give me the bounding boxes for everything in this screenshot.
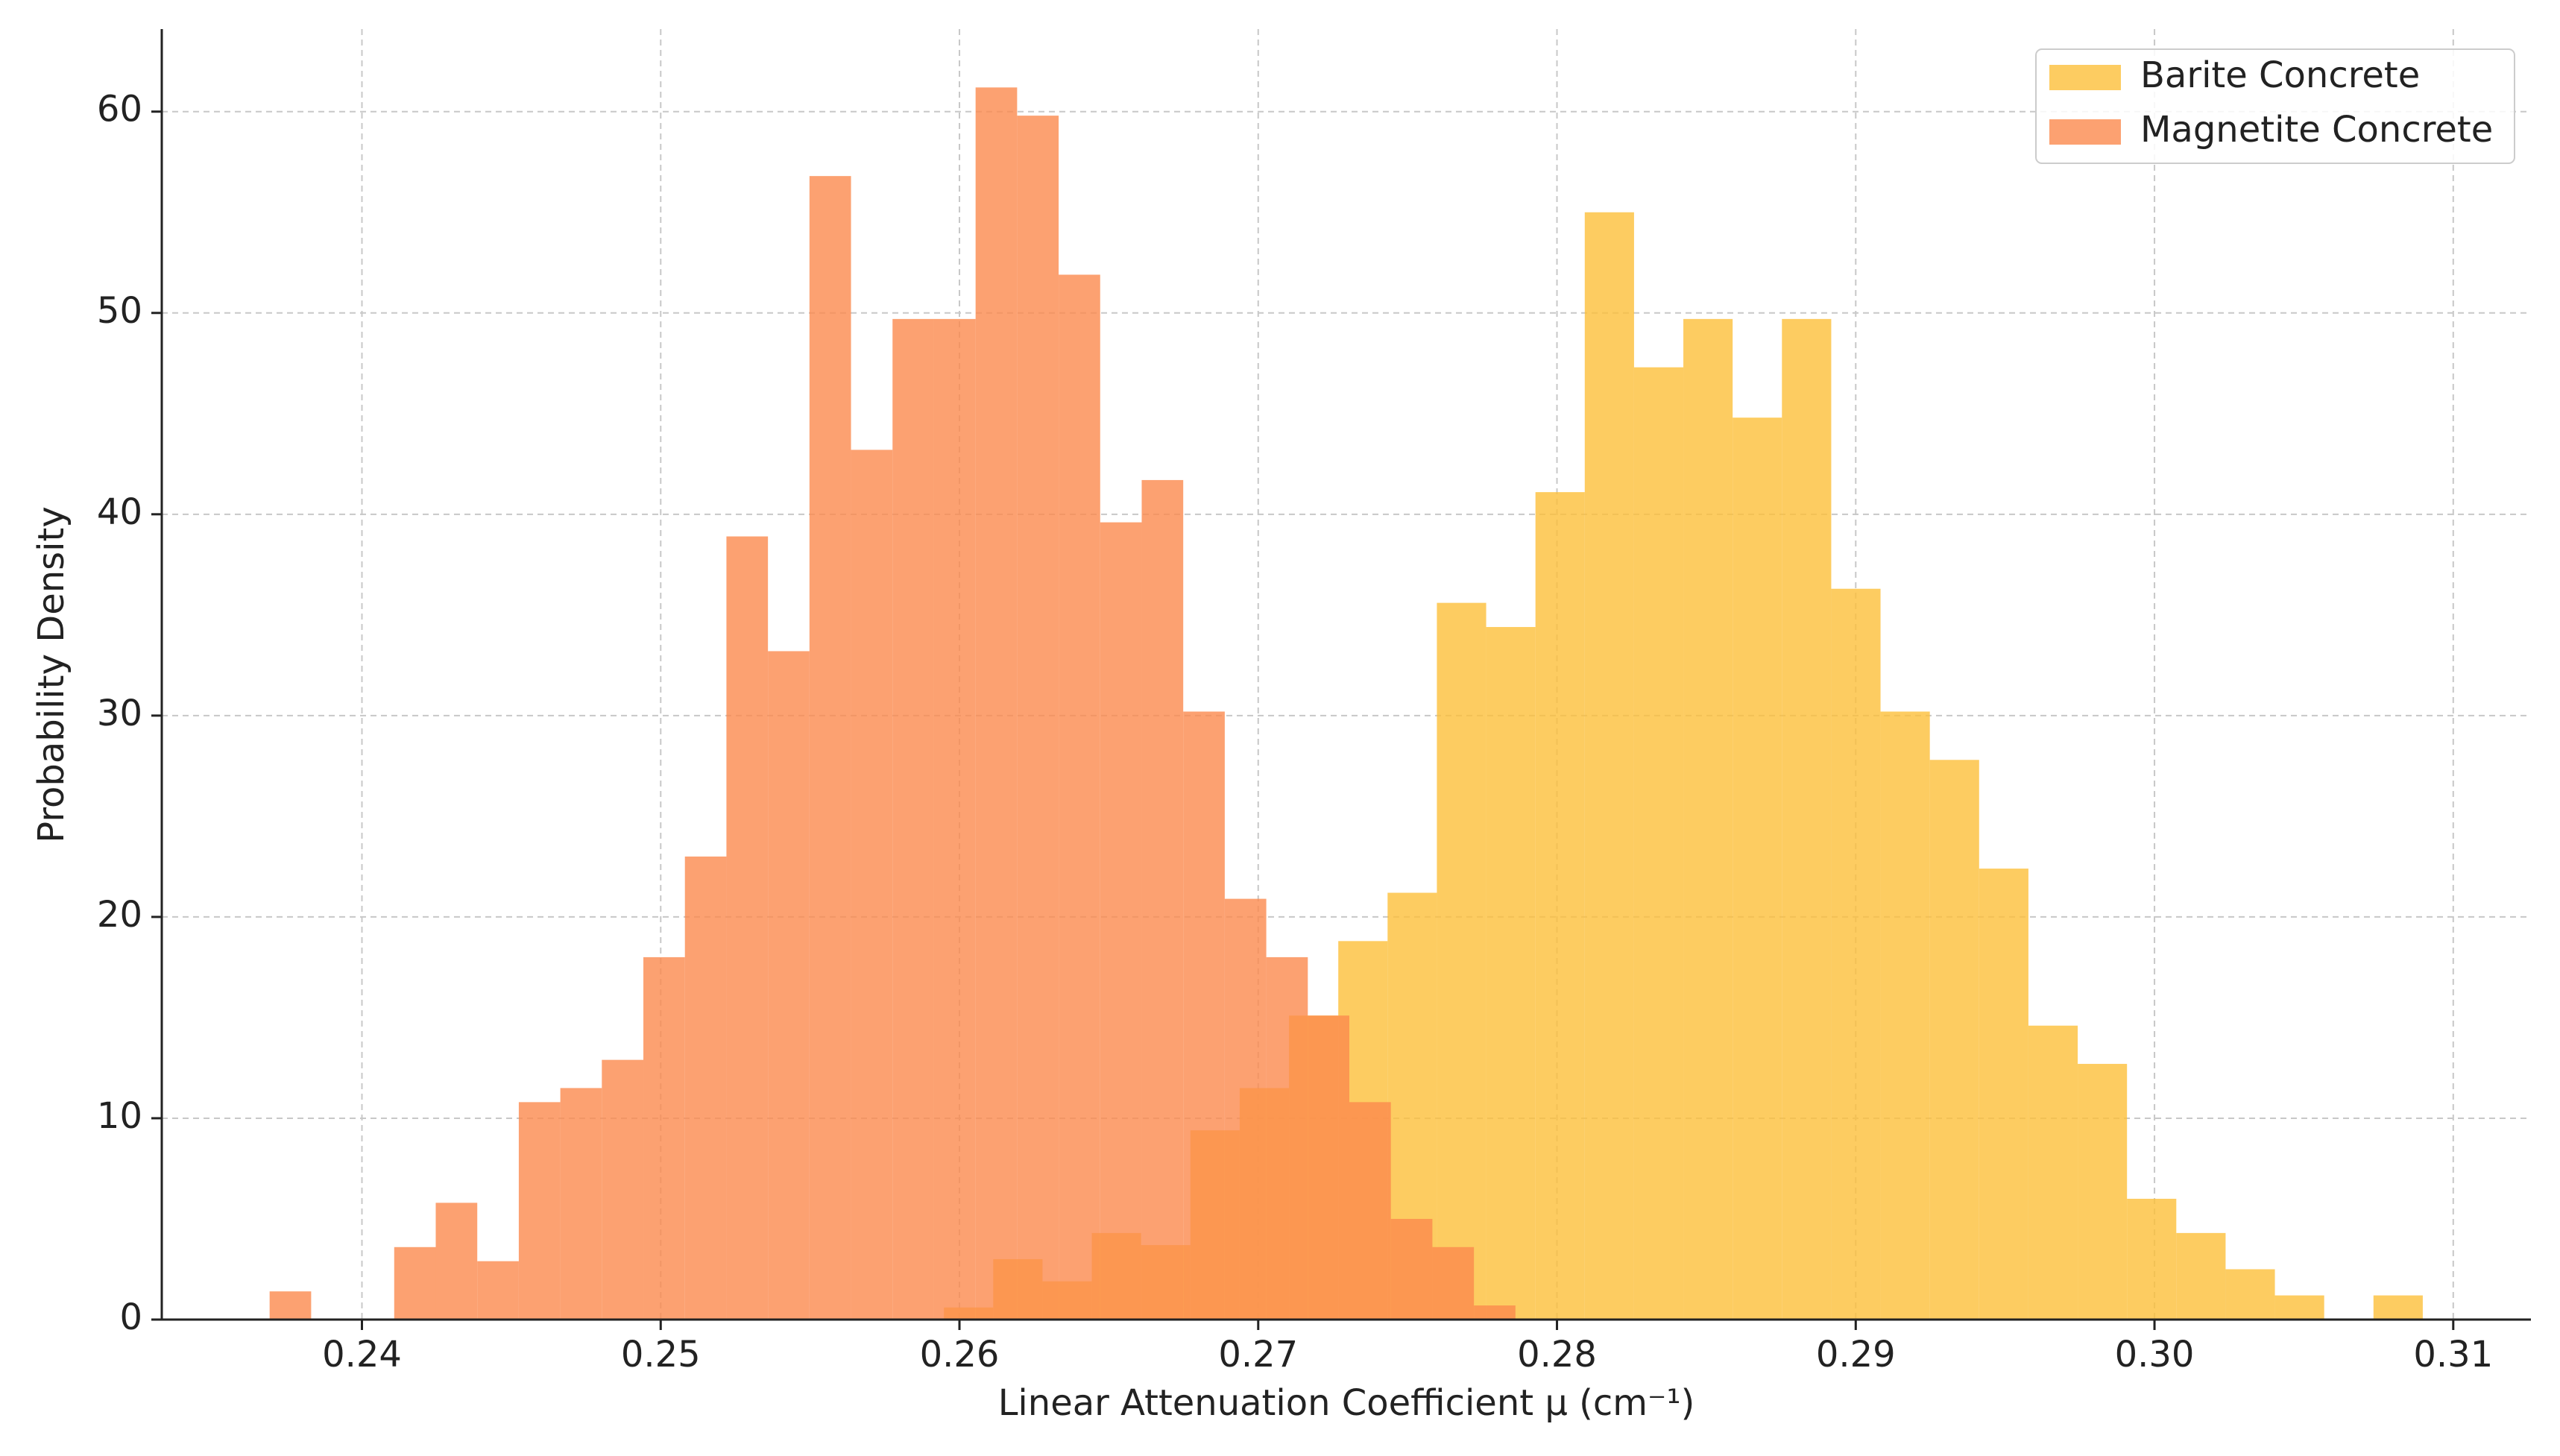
bar — [851, 450, 893, 1320]
bar — [1266, 957, 1308, 1320]
bar — [2373, 1295, 2423, 1320]
bar — [1349, 1102, 1391, 1320]
legend-swatch — [2049, 65, 2121, 90]
y-tick-label: 50 — [97, 290, 142, 332]
bar — [892, 318, 934, 1320]
bar — [602, 1059, 644, 1320]
x-tick-label: 0.25 — [621, 1334, 701, 1375]
x-tick-label: 0.28 — [1517, 1334, 1597, 1375]
y-tick-label: 40 — [97, 491, 142, 533]
bar — [394, 1247, 436, 1320]
bar — [933, 318, 976, 1320]
bar — [1782, 318, 1832, 1320]
bar — [1633, 367, 1684, 1320]
bar — [1831, 588, 1881, 1320]
bar — [1474, 1305, 1516, 1320]
bar — [1141, 479, 1184, 1320]
bar — [809, 176, 851, 1320]
bar — [560, 1088, 602, 1320]
bar — [1929, 760, 1979, 1320]
bar — [1683, 318, 1733, 1320]
x-tick-label: 0.31 — [2413, 1334, 2493, 1375]
y-tick-label: 30 — [97, 693, 142, 734]
legend-label: Barite Concrete — [2140, 54, 2420, 96]
bar — [1432, 1247, 1475, 1320]
x-tick-label: 0.24 — [322, 1334, 402, 1375]
bar — [1224, 898, 1267, 1320]
bar — [1733, 417, 1782, 1320]
bar — [2028, 1025, 2078, 1320]
x-tick-label: 0.30 — [2115, 1334, 2195, 1375]
y-tick-label: 0 — [119, 1296, 142, 1338]
y-tick-label: 10 — [97, 1095, 142, 1137]
bar — [435, 1203, 478, 1320]
bar — [684, 856, 727, 1320]
bar — [2078, 1064, 2128, 1320]
bar — [1100, 522, 1142, 1320]
x-tick-label: 0.27 — [1218, 1334, 1298, 1375]
y-tick-label: 20 — [97, 894, 142, 936]
bar — [1308, 1015, 1350, 1320]
bar — [1390, 1218, 1433, 1320]
x-axis-label: Linear Attenuation Coefficient μ (cm⁻¹) — [998, 1382, 1695, 1424]
bar — [643, 957, 685, 1320]
bar — [726, 536, 769, 1320]
bar — [1880, 711, 1930, 1320]
bar — [768, 651, 810, 1320]
bar — [2127, 1198, 2177, 1320]
legend-swatch — [2049, 119, 2121, 145]
bar — [1059, 274, 1100, 1320]
bar — [1017, 116, 1059, 1320]
y-tick-label: 60 — [97, 89, 142, 130]
bar — [1486, 627, 1536, 1320]
bar — [518, 1102, 561, 1320]
bar — [1979, 869, 2028, 1320]
bar — [2225, 1269, 2275, 1320]
x-tick-label: 0.26 — [920, 1334, 1000, 1375]
x-tick-label: 0.29 — [1816, 1334, 1896, 1375]
y-axis-label: Probability Density — [31, 506, 72, 842]
bar — [477, 1261, 519, 1320]
bar — [975, 87, 1018, 1320]
bar — [1183, 711, 1225, 1320]
bar — [269, 1291, 312, 1320]
bar — [1535, 492, 1585, 1320]
bar — [1584, 212, 1634, 1320]
bar — [2274, 1295, 2324, 1320]
legend-box — [2035, 48, 2515, 164]
bar — [2176, 1232, 2226, 1320]
bar — [1437, 602, 1486, 1320]
legend-label: Magnetite Concrete — [2140, 109, 2493, 151]
